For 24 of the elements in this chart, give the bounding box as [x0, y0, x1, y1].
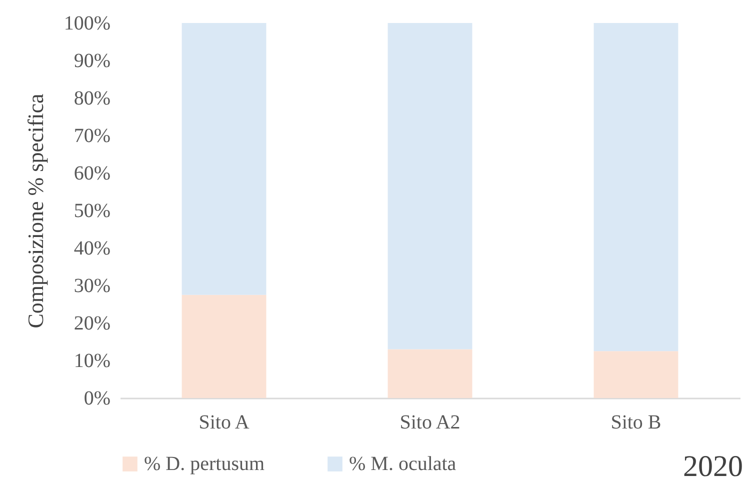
x-tick-label: Sito A2 [400, 412, 460, 434]
y-tick-label: 100% [64, 12, 110, 34]
bar [388, 349, 472, 398]
bar [182, 23, 266, 295]
y-tick-label: 0% [84, 388, 110, 410]
y-tick-label: 40% [74, 238, 110, 260]
x-tick-label: Sito B [610, 412, 662, 434]
legend-label: % M. oculata [349, 453, 456, 475]
x-tick-label: Sito A [198, 412, 250, 434]
y-tick-label: 10% [74, 350, 110, 372]
y-tick-label: 30% [74, 275, 110, 297]
y-tick-label: 90% [74, 50, 110, 72]
y-axis-title: Composizione % specifica [22, 93, 48, 328]
y-tick-label: 20% [74, 312, 110, 334]
bar [594, 23, 678, 352]
legend-label: % D. pertusum [144, 453, 265, 475]
bar [388, 23, 472, 350]
bar [594, 351, 678, 398]
y-tick-label: 70% [74, 125, 110, 147]
y-tick-label: 50% [74, 200, 110, 222]
y-tick-label: 60% [74, 162, 110, 184]
bar [182, 294, 266, 398]
year-note: 2020 [683, 452, 743, 482]
y-tick-label: 80% [74, 88, 110, 110]
